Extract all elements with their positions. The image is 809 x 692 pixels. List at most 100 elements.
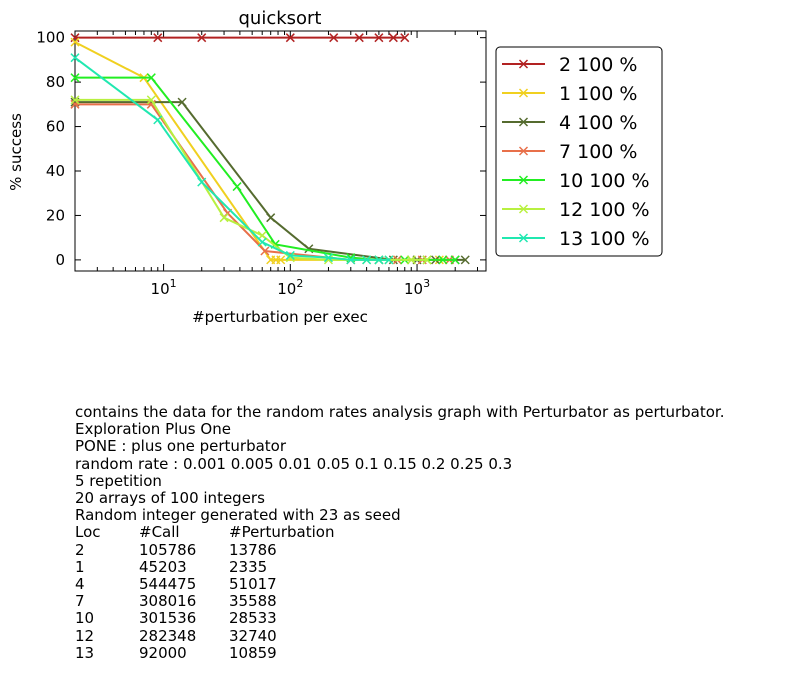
cell-call: 105786 xyxy=(139,540,197,559)
legend: 2 100 % 1 100 % 4 100 % 7 100 % 10 100 % 12 1… xyxy=(495,46,663,257)
data-point xyxy=(374,255,384,265)
cell-perturbation: 2335 xyxy=(229,557,268,576)
header-call: #Call xyxy=(139,523,180,542)
description-line: random rate : 0.001 0.005 0.01 0.05 0.1 … xyxy=(75,454,513,473)
data-point xyxy=(400,33,410,43)
description-line: contains the data for the random rates a… xyxy=(75,403,725,421)
x-tick-label: 102 xyxy=(277,277,303,298)
legend-box xyxy=(495,46,663,257)
legend-label: 12 100 % xyxy=(559,199,650,221)
data-point xyxy=(260,246,270,256)
cell-loc: 4 xyxy=(75,575,85,594)
cell-perturbation: 28533 xyxy=(229,609,277,628)
data-point xyxy=(146,73,156,83)
data-point xyxy=(146,95,156,105)
data-point xyxy=(406,255,416,265)
series-5 xyxy=(70,95,432,265)
table-row: 2 105786 13786 xyxy=(75,540,334,559)
cell-perturbation: 13786 xyxy=(229,540,277,559)
description-line: PONE : plus one perturbator xyxy=(75,437,287,456)
legend-label: 4 100 % xyxy=(559,112,638,134)
description-line: Exploration Plus One xyxy=(75,420,231,439)
data-point xyxy=(285,250,295,260)
description: contains the data for the random rates a… xyxy=(75,403,725,662)
legend-entry: 13 100 % xyxy=(502,228,650,250)
y-tick-label: 40 xyxy=(46,162,65,180)
data-point xyxy=(70,95,80,105)
legend-label: 2 100 % xyxy=(559,54,638,76)
legend-marker xyxy=(518,117,529,127)
series-line xyxy=(74,41,450,261)
cell-call: 282348 xyxy=(139,626,197,645)
data-point xyxy=(197,177,207,187)
table-row: 10 301536 28533 xyxy=(75,610,334,627)
cell-perturbation: 35588 xyxy=(229,592,277,611)
legend-marker xyxy=(518,59,529,69)
description-lines: contains the data for the random rates a… xyxy=(75,403,725,524)
data-point xyxy=(266,213,276,223)
legend-label: 10 100 % xyxy=(559,170,650,192)
data-point xyxy=(354,33,364,43)
legend-marker xyxy=(518,175,529,185)
cell-call: 544475 xyxy=(139,575,197,594)
x-ticks: 101 102 103 xyxy=(151,31,430,298)
x-axis-label: #perturbation per exec xyxy=(192,308,368,326)
data-point xyxy=(153,115,163,125)
data-point xyxy=(450,255,460,265)
data-point xyxy=(70,73,80,83)
legend-marker xyxy=(518,204,529,214)
legend-entry: 4 100 % xyxy=(502,112,638,134)
cell-loc: 2 xyxy=(75,540,85,559)
y-tick-label: 20 xyxy=(46,206,65,224)
cell-perturbation: 32740 xyxy=(229,626,277,645)
location-table: Loc #Call #Perturbation 2 105786 13786 1 452… xyxy=(75,524,334,662)
table-row: 1 45203 2335 xyxy=(75,557,334,576)
table-row: 4 544475 51017 xyxy=(75,575,334,594)
cell-loc: 12 xyxy=(75,626,95,645)
series-1 xyxy=(70,37,454,265)
legend-label: 7 100 % xyxy=(559,141,638,163)
chart-title: quicksort xyxy=(238,8,321,29)
legend-entry: 7 100 % xyxy=(502,141,638,163)
data-point xyxy=(197,33,207,43)
table-row: 13 92000 10859 xyxy=(75,643,334,662)
data-point xyxy=(257,237,267,247)
plot-frame xyxy=(74,30,487,272)
data-point xyxy=(438,255,448,265)
cell-loc: 1 xyxy=(75,557,85,576)
data-point xyxy=(232,182,242,192)
series-2 xyxy=(70,97,470,265)
y-tick-label: 100 xyxy=(36,29,65,47)
legend-marker xyxy=(518,233,529,243)
cell-call: 301536 xyxy=(139,609,197,628)
cell-call: 92000 xyxy=(139,643,187,662)
data-point xyxy=(460,255,470,265)
series-line xyxy=(74,56,389,261)
legend-entry: 10 100 % xyxy=(502,170,650,192)
cell-call: 308016 xyxy=(139,592,197,611)
y-ticks: 0 20 40 60 80 100 xyxy=(36,29,486,269)
x-tick-label: 103 xyxy=(404,277,430,298)
series-layer xyxy=(70,33,470,265)
series-6 xyxy=(70,53,394,265)
data-point xyxy=(285,33,295,43)
y-tick-label: 80 xyxy=(46,73,65,91)
series-line xyxy=(75,98,428,261)
cell-loc: 7 xyxy=(75,592,85,611)
data-point xyxy=(70,53,80,63)
legend-entry: 2 100 % xyxy=(502,54,638,76)
data-point xyxy=(388,33,398,43)
legend-marker xyxy=(518,146,529,156)
series-0 xyxy=(70,33,410,43)
data-point xyxy=(422,255,432,265)
data-point xyxy=(384,255,394,265)
header-perturbation: #Perturbation xyxy=(229,523,335,542)
legend-label: 13 100 % xyxy=(559,228,650,250)
x-tick-label: 101 xyxy=(151,277,177,298)
data-point xyxy=(177,97,187,107)
cell-call: 45203 xyxy=(139,557,187,576)
data-point xyxy=(70,37,80,47)
minor-ticks xyxy=(74,31,479,271)
table-header-row: Loc #Call #Perturbation xyxy=(75,524,334,541)
data-point xyxy=(276,255,286,265)
